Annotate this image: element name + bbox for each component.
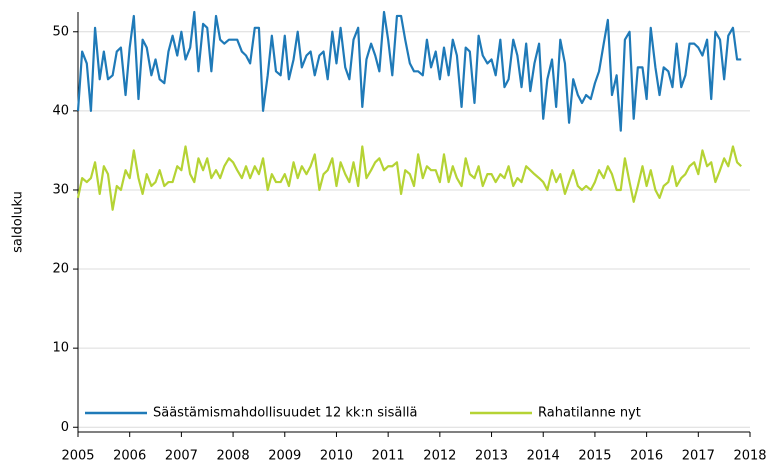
x-tick-label: 2015 xyxy=(578,449,611,464)
series-line xyxy=(76,145,742,211)
x-tick-label: 2018 xyxy=(733,449,766,464)
x-tick-label: 2007 xyxy=(165,449,198,464)
x-tick-label: 2010 xyxy=(320,449,353,464)
x-tick-label: 2014 xyxy=(527,449,560,464)
x-tick-label: 2011 xyxy=(372,449,405,464)
x-tick-label: 2012 xyxy=(423,449,456,464)
y-tick-label: 20 xyxy=(52,262,69,277)
series-line xyxy=(76,10,742,132)
x-tick-label: 2008 xyxy=(217,449,250,464)
y-tick-label: 10 xyxy=(52,341,69,356)
x-tick-label: 2016 xyxy=(630,449,663,464)
x-tick-label: 2017 xyxy=(682,449,715,464)
y-tick-label: 40 xyxy=(52,103,69,118)
x-tick-label: 2009 xyxy=(268,449,301,464)
y-tick-label: 50 xyxy=(52,24,69,39)
legend-label: Rahatilanne nyt xyxy=(538,406,641,421)
x-tick-label: 2005 xyxy=(61,449,94,464)
y-tick-label: 30 xyxy=(52,182,69,197)
x-tick-label: 2006 xyxy=(113,449,146,464)
y-axis-label: saldoluku xyxy=(11,191,26,253)
y-tick-label: 0 xyxy=(61,420,69,435)
legend-label: Säästämismahdollisuudet 12 kk:n sisällä xyxy=(153,406,418,421)
x-tick-label: 2013 xyxy=(475,449,508,464)
